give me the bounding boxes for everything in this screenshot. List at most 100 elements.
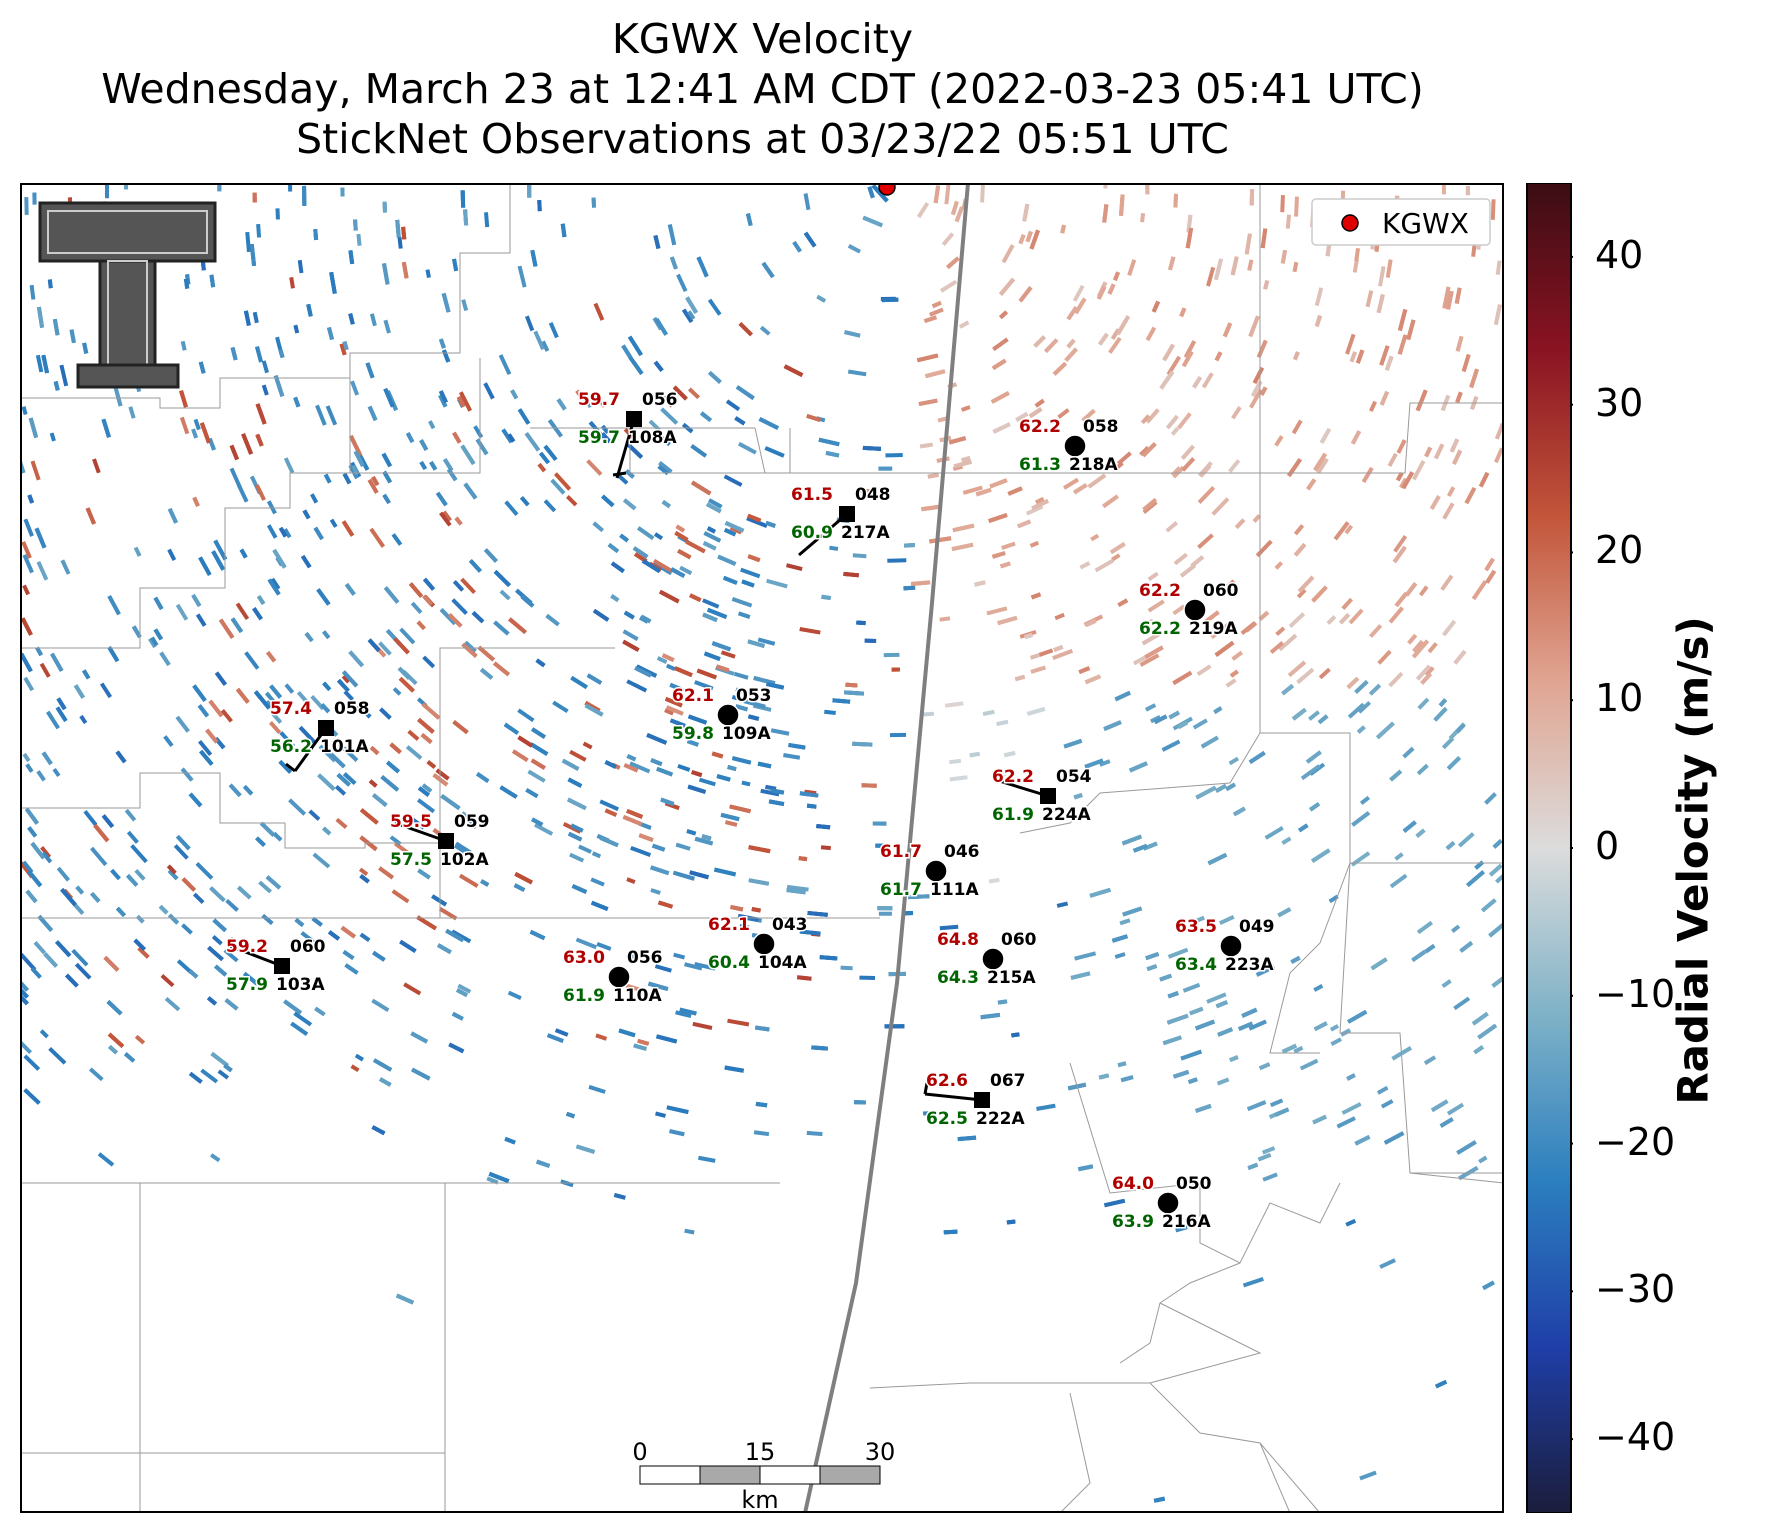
station-dewpoint: 63.9 [1112,1212,1154,1232]
station-marker [1183,598,1207,622]
colorbar-tick-label: −40 [1595,1415,1676,1460]
legend: KGWX [1311,198,1491,246]
station-id: 101A [320,737,369,757]
station-temperature: 62.2 [992,767,1034,787]
scale-bar: 0 15 30 km [632,1438,895,1513]
station-wind-direction: 056 [642,390,678,410]
station-temperature: 57.4 [270,699,312,719]
station-temperature: 62.1 [672,686,714,706]
station-wind-direction: 060 [1001,930,1037,950]
station-id: 104A [758,953,807,973]
station-wind-direction: 059 [454,812,490,832]
sticknet-stations: 59.7 056 59.7 108A 61.5 048 60.9 217A 62.2 058 61.… [225,389,1277,1234]
station-temperature: 62.1 [708,915,750,935]
station-marker [274,958,290,974]
station-dewpoint: 60.9 [791,523,833,543]
station-dewpoint: 61.7 [880,880,922,900]
station-id: 216A [1162,1212,1211,1232]
station-217A: 61.5 048 60.9 217A [790,484,892,557]
station-marker [626,411,642,427]
station-wind-direction: 067 [990,1071,1026,1091]
station-dewpoint: 57.9 [226,975,268,995]
station-dewpoint: 59.7 [578,428,620,448]
station-marker [981,947,1005,971]
wind-barb [229,944,283,968]
station-dewpoint: 63.4 [1175,955,1217,975]
station-marker [438,833,454,849]
colorbar-tick-label: 0 [1595,824,1620,868]
station-id: 110A [613,986,662,1006]
station-wind-direction: 056 [627,948,663,968]
station-id: 223A [1225,955,1274,975]
legend-label: KGWX [1382,207,1469,240]
station-id: 108A [628,428,677,448]
station-temperature: 63.5 [1175,917,1217,937]
colorbar-tick-label: −20 [1595,1119,1676,1164]
texas-tech-logo [38,201,217,389]
scale-tick-0: 0 [632,1438,647,1466]
station-dewpoint: 57.5 [390,850,432,870]
station-101A: 57.4 058 56.2 101A [269,698,371,773]
station-temperature: 64.8 [937,930,979,950]
station-id: 219A [1189,619,1238,639]
station-102A: 59.5 059 57.5 102A [389,811,492,872]
wind-barb [615,418,636,479]
station-218A: 62.2 058 61.3 218A [1018,416,1121,477]
station-dewpoint: 61.9 [563,986,605,1006]
legend-marker [1341,214,1359,232]
station-110A: 63.0 056 61.9 110A [562,947,665,1008]
station-marker [1063,434,1087,458]
station-marker [924,859,948,883]
station-wind-direction: 053 [736,686,772,706]
station-104A: 62.1 043 60.4 104A [707,914,810,975]
colorbar-tick-label: −10 [1595,971,1676,1016]
station-wind-direction: 058 [1083,417,1119,437]
scale-unit: km [741,1486,778,1513]
station-temperature: 59.5 [390,812,432,832]
station-temperature: 62.6 [926,1071,968,1091]
station-marker [318,720,334,736]
colorbar-tick-label: 10 [1595,676,1644,721]
station-wind-direction: 060 [1203,581,1239,601]
station-temperature: 61.5 [791,485,833,505]
station-id: 224A [1042,805,1091,825]
station-222A: 62.6 067 62.5 222A [923,1070,1027,1131]
station-103A: 59.2 060 57.9 103A [225,936,328,997]
state-boundary [803,183,970,1513]
county-boundaries [20,183,1504,1513]
station-wind-direction: 050 [1176,1174,1212,1194]
station-wind-direction: 060 [290,937,326,957]
station-temperature: 62.2 [1019,417,1061,437]
station-id: 111A [930,880,979,900]
station-dewpoint: 60.4 [708,953,750,973]
radar-map: 0 15 30 km KGWX 59.7 056 59.7 108A 61.5 048 60… [20,183,1504,1513]
station-id: 217A [841,523,890,543]
station-wind-direction: 048 [855,485,891,505]
station-109A: 62.1 053 59.8 109A [671,685,774,746]
station-wind-direction: 049 [1239,917,1275,937]
station-224A: 62.2 054 61.9 224A [991,766,1094,827]
station-marker [752,932,776,956]
station-id: 109A [722,724,771,744]
station-temperature: 64.0 [1112,1174,1154,1194]
station-id: 215A [987,968,1036,988]
station-216A: 64.0 050 63.9 216A [1111,1173,1214,1234]
colorbar [1526,183,1573,1513]
station-id: 218A [1069,455,1118,475]
colorbar-tick-label: −30 [1595,1267,1676,1312]
station-marker [716,703,740,727]
station-dewpoint: 64.3 [937,968,979,988]
station-dewpoint: 61.9 [992,805,1034,825]
colorbar-tick-label: 30 [1595,380,1644,425]
station-marker [1156,1191,1180,1215]
kgwx-radar-site [878,183,896,196]
station-dewpoint: 59.8 [672,724,714,744]
station-temperature: 61.7 [880,842,922,862]
station-id: 103A [276,975,325,995]
station-marker [1040,788,1056,804]
wind-barb [394,821,447,843]
wind-barb [995,778,1049,798]
station-wind-direction: 058 [334,699,370,719]
station-temperature: 63.0 [563,948,605,968]
station-marker [974,1092,990,1108]
